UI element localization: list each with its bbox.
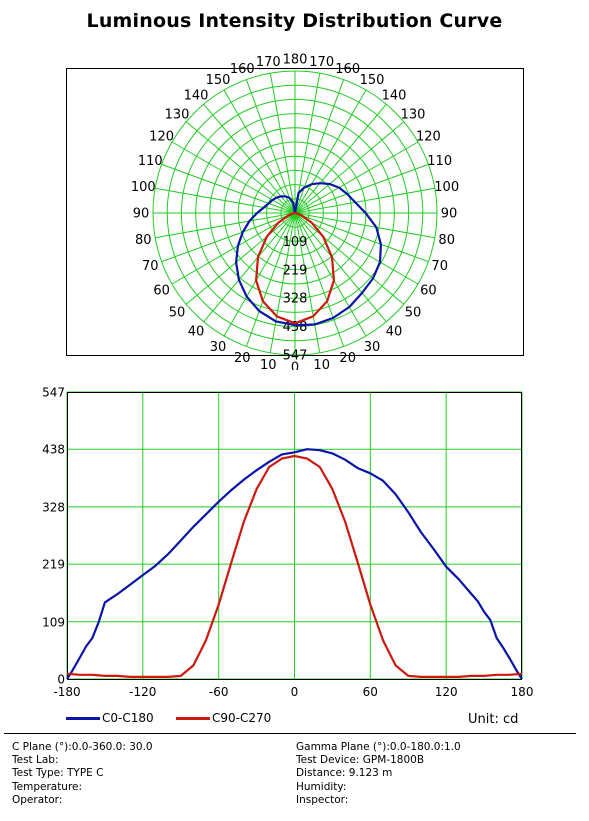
polar-angle-label: 80	[135, 233, 152, 248]
plot-frame	[67, 392, 522, 680]
polar-angle-label: 140	[382, 89, 407, 104]
polar-angle-label: 50	[405, 306, 422, 321]
info-c-plane: C Plane (°):0.0-360.0: 30.0	[12, 741, 153, 753]
legend-label-c90: C90-C270	[212, 711, 272, 725]
y-tick-label: 328	[42, 500, 65, 514]
info-distance: Distance: 9.123 m	[296, 767, 393, 780]
polar-angle-label: 10	[313, 358, 330, 370]
legend-item-c0: C0-C180	[66, 711, 154, 725]
polar-radial-label: 328	[283, 292, 308, 307]
polar-angle-label: 90	[441, 207, 458, 222]
polar-angle-label: 40	[188, 325, 205, 340]
y-tick-label: 438	[42, 443, 65, 457]
polar-angle-label: 90	[133, 207, 150, 222]
x-tick-label: 120	[435, 685, 458, 699]
info-temperature: Temperature:	[12, 780, 83, 793]
polar-angle-label: 170	[309, 55, 334, 70]
polar-angle-label: 150	[360, 73, 385, 88]
legend-swatch-c0	[66, 717, 100, 720]
unit-label: Unit: cd	[468, 712, 519, 727]
info-test-device: Test Device: GPM-1800B	[296, 754, 425, 767]
polar-radial-label: 547	[283, 349, 308, 364]
legend-label-c0: C0-C180	[102, 711, 154, 725]
info-humidity: Humidity:	[296, 780, 347, 793]
polar-angle-label: 60	[153, 284, 170, 299]
cartesian-chart: -180 -120 -60 0 60 120 180 0 109 219 328 438 547	[42, 386, 534, 700]
polar-angle-label: 70	[431, 259, 448, 274]
info-test-type: Test Type: TYPE C	[12, 767, 104, 780]
info-divider	[4, 733, 576, 734]
info-test-lab: Test Lab:	[12, 754, 59, 767]
x-tick-label: -120	[129, 685, 156, 699]
polar-angle-label: 120	[149, 130, 174, 145]
polar-angle-label: 160	[230, 62, 255, 77]
polar-angle-label: 180	[283, 53, 308, 68]
polar-angle-label: 100	[434, 180, 459, 195]
polar-angle-label: 30	[364, 340, 381, 355]
polar-angle-label: 40	[386, 325, 403, 340]
legend-swatch-c90	[176, 717, 210, 720]
polar-angle-label: 20	[339, 351, 356, 366]
polar-angle-label: 30	[210, 340, 227, 355]
x-tick-label: -180	[53, 685, 80, 699]
y-tick-label: 109	[42, 615, 65, 629]
y-tick-label: 219	[42, 558, 65, 572]
info-operator: Operator:	[12, 793, 63, 806]
polar-angle-label: 70	[142, 259, 159, 274]
polar-series-c90-c270	[255, 211, 335, 325]
polar-series-c0-c180	[235, 182, 382, 327]
x-tick-label: 60	[363, 685, 378, 699]
polar-angle-label: 110	[138, 154, 163, 169]
polar-angle-label: 160	[335, 62, 360, 77]
polar-angle-label: 170	[256, 55, 281, 70]
polar-radial-label: 109	[283, 235, 308, 250]
polar-angle-label: 20	[234, 351, 251, 366]
y-tick-label: 0	[57, 673, 65, 687]
line-series-c90-c270	[66, 454, 523, 679]
polar-angle-label: 0	[291, 361, 299, 371]
polar-angle-label: 10	[260, 358, 277, 370]
polar-radial-label: 219	[283, 263, 308, 278]
polar-angle-label: 80	[438, 233, 455, 248]
info-left: C Plane (°):0.0-360.0: 30.0 Test Lab: Te…	[12, 741, 153, 807]
x-tick-label: -60	[209, 685, 229, 699]
info-gamma-plane: Gamma Plane (°):0.0-180.0:1.0	[296, 741, 461, 753]
info-inspector: Inspector:	[296, 793, 349, 806]
polar-angle-label: 150	[206, 73, 231, 88]
x-tick-label: 180	[511, 685, 534, 699]
polar-angle-label: 140	[184, 89, 209, 104]
polar-angle-label: 100	[131, 180, 156, 195]
info-right: Gamma Plane (°):0.0-180.0:1.0 Test Devic…	[296, 741, 461, 807]
polar-angle-label: 120	[416, 130, 441, 145]
y-tick-label: 547	[42, 386, 65, 400]
legend-item-c90: C90-C270	[176, 711, 271, 725]
x-tick-label: 0	[291, 685, 299, 699]
polar-angle-label: 50	[169, 306, 186, 321]
polar-angle-label: 130	[165, 108, 190, 123]
line-series-c0-c180	[66, 448, 523, 680]
chart-title: Luminous Intensity Distribution Curve	[86, 10, 503, 32]
polar-angle-label: 130	[401, 108, 426, 123]
polar-angle-label: 60	[420, 284, 437, 299]
polar-angle-label: 110	[427, 154, 452, 169]
